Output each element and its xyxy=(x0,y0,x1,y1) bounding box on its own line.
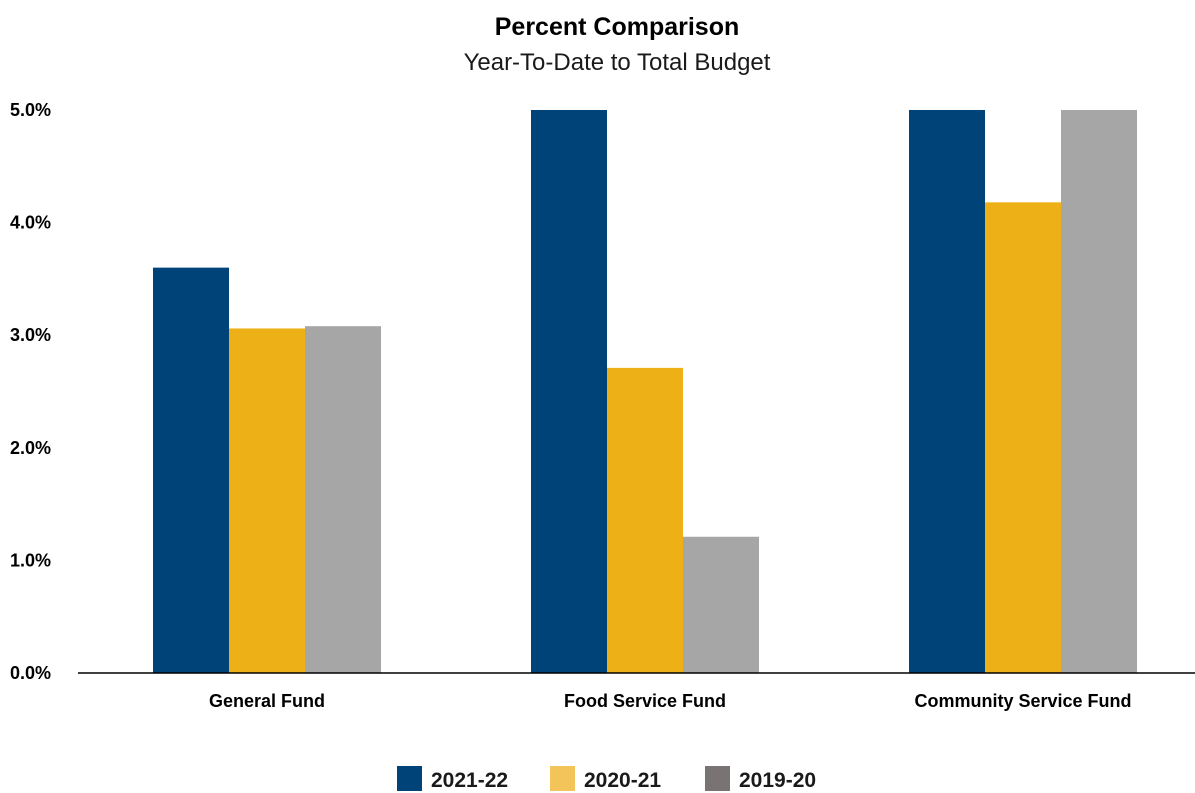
bar-2021-22-food-service-fund xyxy=(531,110,607,673)
x-category-label: Community Service Fund xyxy=(914,691,1131,711)
y-tick-label: 0.0% xyxy=(10,663,51,683)
chart-subtitle: Year-To-Date to Total Budget xyxy=(464,49,771,76)
bar-2020-21-food-service-fund xyxy=(607,367,683,673)
y-tick-label: 3.0% xyxy=(10,325,51,345)
legend-swatch-2021-22 xyxy=(397,766,422,791)
bar-2019-20-community-service-fund xyxy=(1061,110,1137,673)
legend: 2021-22 2020-21 2019-20 xyxy=(397,766,816,792)
bar-2019-20-food-service-fund xyxy=(683,536,759,673)
y-axis: 0.0% 1.0% 2.0% 3.0% 4.0% 5.0% xyxy=(10,100,51,683)
legend-label-2020-21: 2020-21 xyxy=(584,769,661,792)
chart-title: Percent Comparison xyxy=(495,13,740,41)
legend-swatch-2019-20 xyxy=(705,766,730,791)
x-category-label: Food Service Fund xyxy=(564,691,726,711)
y-tick-label: 1.0% xyxy=(10,550,51,570)
bar-2020-21-general-fund xyxy=(229,328,305,673)
plot-area xyxy=(153,110,1137,673)
legend-swatch-2020-21 xyxy=(550,766,575,791)
y-tick-label: 4.0% xyxy=(10,213,51,233)
y-tick-label: 5.0% xyxy=(10,100,51,120)
y-tick-label: 2.0% xyxy=(10,438,51,458)
x-category-label: General Fund xyxy=(209,691,325,711)
legend-label-2021-22: 2021-22 xyxy=(431,769,508,792)
x-axis: General Fund Food Service Fund Community S… xyxy=(209,691,1132,711)
bar-2021-22-community-service-fund xyxy=(909,110,985,673)
bar-2019-20-general-fund xyxy=(305,326,381,673)
bar-2020-21-community-service-fund xyxy=(985,202,1061,673)
bar-2021-22-general-fund xyxy=(153,267,229,673)
legend-label-2019-20: 2019-20 xyxy=(739,769,816,792)
